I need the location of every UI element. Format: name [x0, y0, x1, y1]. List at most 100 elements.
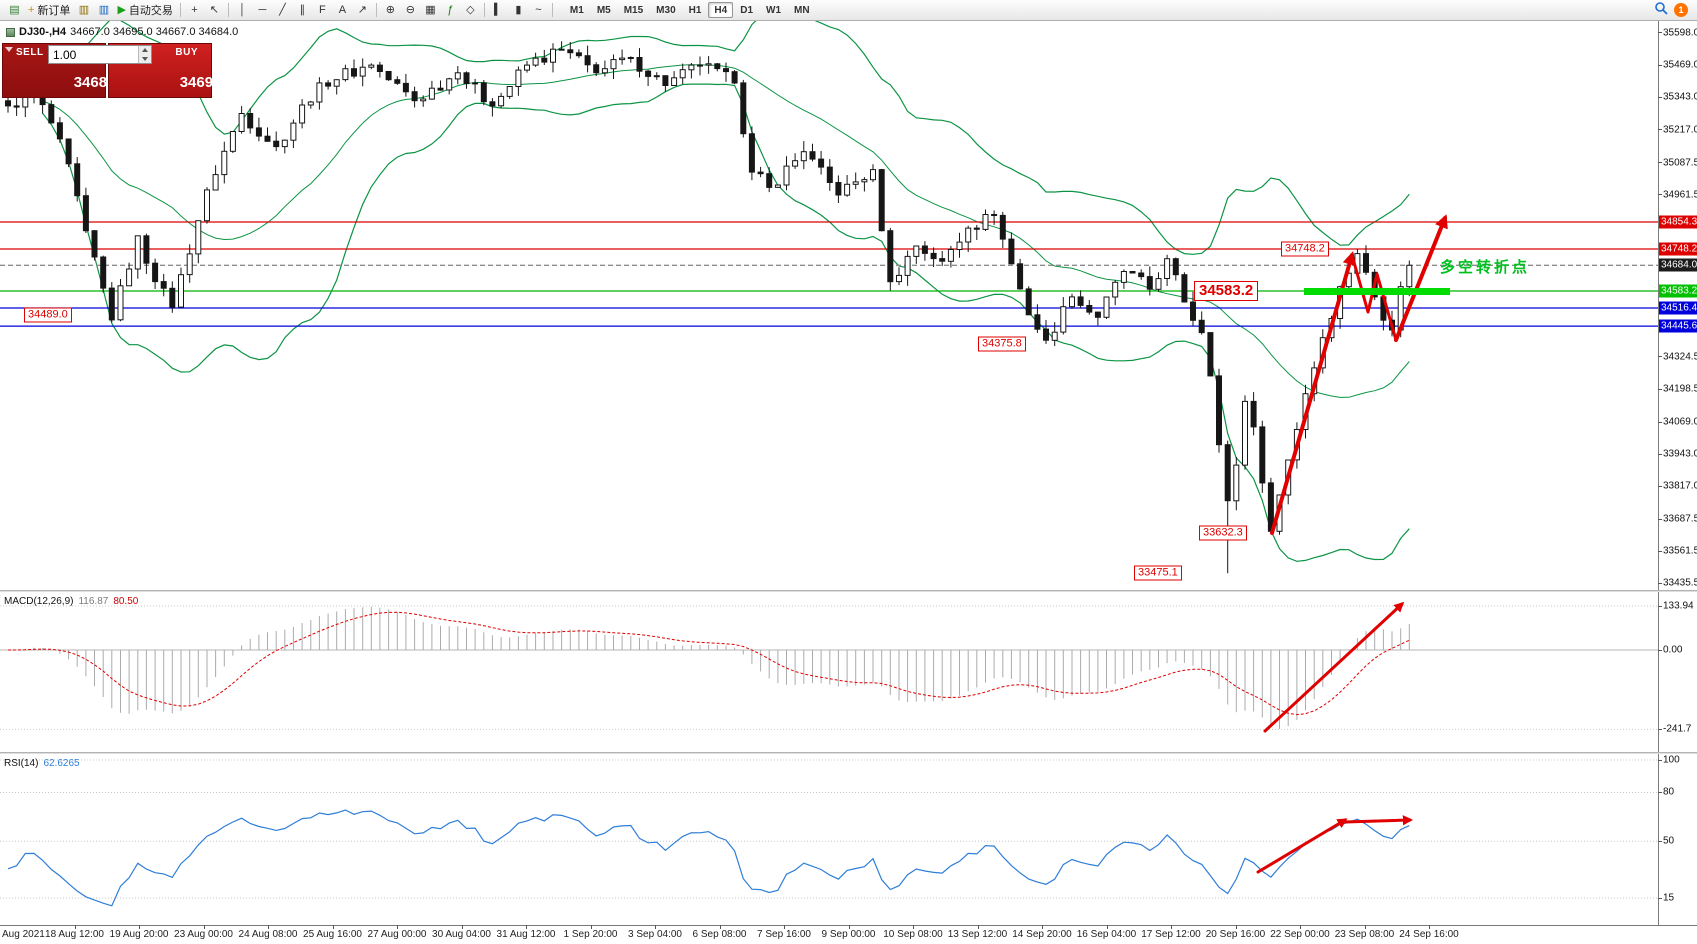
- macd-label: MACD(12,26,9) 116.87 80.50: [4, 596, 138, 607]
- objects-icon-glyph: ◇: [466, 3, 475, 16]
- toolbar-separator: [179, 3, 181, 17]
- indicators-icon[interactable]: ƒ: [441, 2, 460, 19]
- search-icon[interactable]: [1654, 1, 1668, 20]
- symbol-period: DJ30-,H4: [19, 26, 67, 38]
- chart-profile-icon[interactable]: ▥: [74, 2, 93, 19]
- crosshair-icon-glyph: +: [191, 3, 198, 16]
- indicators-icon-glyph: ƒ: [447, 3, 454, 16]
- new-order-button[interactable]: + 新订单: [25, 2, 73, 19]
- macd-arrow[interactable]: [1263, 601, 1405, 733]
- new-order-button-glyph: +: [28, 3, 35, 16]
- market-depth-icon[interactable]: ▥: [94, 2, 113, 19]
- macd-panel-plot[interactable]: [0, 592, 1658, 752]
- macd-value: 116.87: [78, 596, 109, 607]
- trendline-icon[interactable]: ╱: [273, 2, 292, 19]
- autotrading-button[interactable]: ▶ 自动交易: [114, 2, 175, 19]
- timeframe-w1[interactable]: W1: [766, 4, 782, 16]
- notification-count: 1: [1678, 5, 1684, 15]
- cursor-icon-glyph: ↖: [209, 3, 220, 16]
- lot-size-input[interactable]: [49, 46, 138, 63]
- zoom-in-icon[interactable]: ⊕: [381, 2, 400, 19]
- timeframe-d1[interactable]: D1: [740, 4, 754, 16]
- lot-spinner: [138, 46, 151, 63]
- timeframe-h4[interactable]: H4: [708, 2, 734, 18]
- autotrading-button-label: 自动交易: [128, 5, 173, 17]
- panel-separator[interactable]: [0, 590, 1697, 592]
- text-tool-icon-glyph: A: [338, 3, 347, 16]
- rally-arrow[interactable]: [1270, 251, 1356, 535]
- chart-profile-icon-glyph: ▥: [78, 3, 90, 16]
- price-axis: [1658, 21, 1697, 925]
- new-order-button-label: 新订单: [37, 5, 71, 17]
- trade-panel-caret[interactable]: [5, 47, 13, 52]
- line-chart-icon-glyph: ~: [535, 3, 542, 16]
- fibonacci-icon[interactable]: F: [313, 2, 332, 19]
- tile-windows-icon[interactable]: ▦: [421, 2, 440, 19]
- new-chart-icon-glyph: ▤: [9, 3, 20, 16]
- rsi-label: RSI(14) 62.6265: [4, 758, 80, 769]
- market-depth-icon-glyph: ▥: [98, 3, 110, 16]
- timeframe-bar: M1 M5 M15 M30 H1 H4 D1 W1 MN: [564, 2, 816, 18]
- trendline-icon-glyph: ╱: [279, 3, 286, 16]
- new-chart-icon[interactable]: ▤: [5, 2, 24, 19]
- vertical-line-icon-glyph: │: [238, 3, 246, 16]
- rsi-value: 62.6265: [43, 758, 80, 769]
- fibonacci-icon-glyph: F: [319, 3, 326, 16]
- rsi-panel-plot[interactable]: [0, 754, 1658, 925]
- horizontal-line-icon-glyph: ─: [258, 3, 267, 16]
- candle-chart-icon[interactable]: ▮: [509, 2, 528, 19]
- zoom-out-icon[interactable]: ⊖: [401, 2, 420, 19]
- sell-label: SELL: [16, 47, 44, 58]
- timeframe-m1[interactable]: M1: [569, 4, 584, 16]
- autotrading-button-glyph: ▶: [117, 3, 126, 16]
- main-chart-plot[interactable]: [0, 4, 1658, 590]
- lot-increase-button[interactable]: [139, 46, 151, 55]
- rsi-arrow-2[interactable]: [1343, 815, 1414, 826]
- timeframe-m15[interactable]: M15: [623, 4, 644, 16]
- channel-icon[interactable]: ∥: [293, 2, 312, 19]
- vertical-line-icon[interactable]: │: [233, 2, 252, 19]
- bar-chart-icon-glyph: ▍: [494, 3, 503, 16]
- rsi-arrow-1[interactable]: [1256, 818, 1348, 874]
- toolbar-separator: [483, 3, 485, 17]
- candle-chart-icon-glyph: ▮: [515, 3, 522, 16]
- timeframe-m5[interactable]: M5: [596, 4, 611, 16]
- horizontal-line-icon[interactable]: ─: [253, 2, 272, 19]
- breakout-arrow[interactable]: [1394, 214, 1448, 342]
- toolbar-separator: [551, 3, 553, 17]
- timeframe-h1[interactable]: H1: [688, 4, 702, 16]
- ohlc-readout: 34667.0 34695.0 34667.0 34684.0: [70, 26, 239, 38]
- toolbar-separator: [375, 3, 377, 17]
- buy-button[interactable]: BUY 34691.5: [108, 43, 242, 98]
- chart-title: DJ30-,H4 34667.0 34695.0 34667.0 34684.0: [6, 26, 238, 38]
- notification-badge[interactable]: 1: [1674, 3, 1688, 17]
- lot-size-field: [48, 45, 152, 64]
- toolbar-separator: [227, 3, 229, 17]
- arrows-tool-icon-glyph: ↗: [357, 3, 368, 16]
- lot-decrease-button[interactable]: [139, 54, 151, 63]
- toolbar-items: ▤ + 新订单 ▥ ▥ ▶ 自动交易 + ↖ │ ─ ╱ ∥ F A ↗ ⊕ ⊖ ▦ ƒ ◇ ▍ ▮ ~: [5, 2, 556, 19]
- one-click-trading-panel: SELL 34682.5 BUY 34691.5: [2, 43, 242, 98]
- time-axis: [0, 925, 1697, 944]
- line-chart-icon[interactable]: ~: [529, 2, 548, 19]
- buy-price: 34691.5: [179, 65, 243, 93]
- panel-separator[interactable]: [0, 752, 1697, 754]
- text-tool-icon[interactable]: A: [333, 2, 352, 19]
- timeframe-mn[interactable]: MN: [794, 4, 810, 16]
- macd-signal-value: 80.50: [113, 596, 139, 607]
- channel-icon-glyph: ∥: [299, 3, 306, 16]
- arrows-tool-icon[interactable]: ↗: [353, 2, 372, 19]
- objects-icon[interactable]: ◇: [461, 2, 480, 19]
- toolbar: ▤ + 新订单 ▥ ▥ ▶ 自动交易 + ↖ │ ─ ╱ ∥ F A ↗ ⊕ ⊖ ▦ ƒ ◇ ▍ ▮ ~ M1 M5 M15 M30…: [0, 0, 1697, 21]
- toolbar-right: 1: [1654, 1, 1692, 20]
- rsi-name: RSI(14): [4, 758, 39, 769]
- chart-icon: [6, 27, 15, 37]
- macd-name: MACD(12,26,9): [4, 596, 74, 607]
- crosshair-icon[interactable]: +: [185, 2, 204, 19]
- buy-label: BUY: [175, 47, 198, 58]
- timeframe-m30[interactable]: M30: [656, 4, 676, 16]
- zoom-in-icon-glyph: ⊕: [385, 3, 396, 16]
- cursor-icon[interactable]: ↖: [205, 2, 224, 19]
- zoom-out-icon-glyph: ⊖: [405, 3, 416, 16]
- bar-chart-icon[interactable]: ▍: [489, 2, 508, 19]
